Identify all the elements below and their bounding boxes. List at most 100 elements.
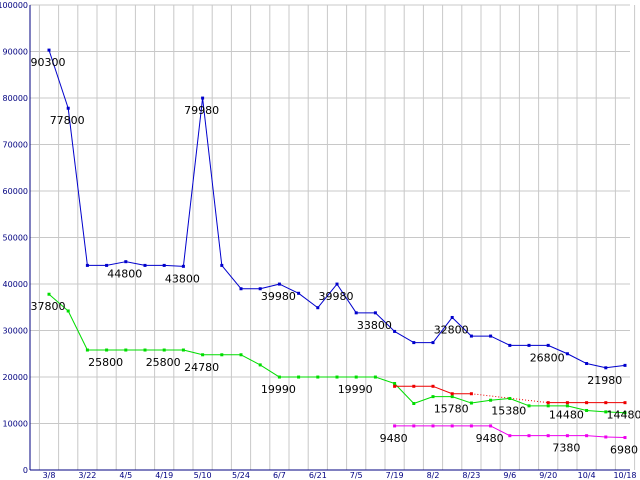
series-1-point xyxy=(450,315,454,319)
x-tick-label: 5/10 xyxy=(194,471,212,480)
x-tick-label: 7/19 xyxy=(386,471,404,480)
series-1-point xyxy=(316,306,320,310)
series-1-segment xyxy=(548,344,568,355)
series-2-point xyxy=(297,375,301,379)
series-4-point xyxy=(431,424,435,428)
y-tick-labels: 0 10000 20000 30000 40000 50000 60000 70000 8000… xyxy=(0,1,28,475)
data-label: 19990 xyxy=(261,383,296,396)
series-2-segment xyxy=(67,310,88,351)
series-2-point xyxy=(47,292,51,296)
series-3-point xyxy=(469,392,473,396)
series-2-segment xyxy=(452,396,472,404)
series-1-point xyxy=(143,263,147,267)
series-2-point xyxy=(277,375,281,379)
data-labels: 90300 77800 44800 43800 79980 39980 39980 33800… xyxy=(31,56,640,456)
series-1-point xyxy=(604,366,608,370)
series-1-segment xyxy=(182,98,204,267)
series-1-point xyxy=(489,334,493,338)
data-label: 21980 xyxy=(587,374,622,387)
series-1-point xyxy=(469,334,473,338)
y-tick-label: 70000 xyxy=(3,141,28,150)
series-2-point xyxy=(469,401,473,405)
data-label: 14480 xyxy=(549,409,584,422)
series-2-point xyxy=(450,395,454,399)
series-2-point xyxy=(585,408,589,412)
series-3-point xyxy=(431,384,435,388)
series-1-point xyxy=(623,363,627,367)
series-2-point xyxy=(181,348,185,352)
data-label: 33800 xyxy=(357,319,392,332)
series-1-segment xyxy=(432,317,453,343)
series-1-segment xyxy=(125,261,146,266)
series-1-point xyxy=(239,287,243,291)
series-2-point xyxy=(220,353,224,357)
series-4-point xyxy=(546,434,550,438)
series-2-point xyxy=(143,348,147,352)
x-tick-label: 6/21 xyxy=(309,471,327,480)
series-2-segment xyxy=(471,399,491,404)
series-2-point xyxy=(604,410,608,414)
grid-lines xyxy=(30,4,636,471)
series-4-point xyxy=(469,424,473,428)
series-2-point xyxy=(508,396,512,400)
data-label: 19990 xyxy=(338,383,373,396)
series-4-point xyxy=(604,435,608,439)
y-tick-label: 10000 xyxy=(3,420,28,429)
data-label: 32800 xyxy=(434,323,469,336)
series-1-segment xyxy=(202,98,223,266)
series-2-point xyxy=(124,348,128,352)
series-1-point xyxy=(393,329,397,333)
data-label: 15380 xyxy=(491,404,526,417)
y-tick-label: 60000 xyxy=(3,187,28,196)
series-2-point xyxy=(239,353,243,357)
series-1-point xyxy=(258,287,262,291)
data-label: 37800 xyxy=(31,300,66,313)
data-label: 7380 xyxy=(552,442,580,455)
series-1-point xyxy=(181,264,185,268)
series-2-segment xyxy=(394,383,415,404)
series-1-point xyxy=(277,282,281,286)
series-3-point xyxy=(604,401,608,405)
series-2-segment xyxy=(183,349,203,356)
series-1-segment xyxy=(375,312,395,332)
data-label: 6980 xyxy=(610,444,638,457)
series-4-segment xyxy=(605,436,626,439)
series-2-point xyxy=(66,309,70,313)
data-label: 25800 xyxy=(88,356,123,369)
series-2-point xyxy=(201,353,205,357)
series-4-point xyxy=(565,434,569,438)
y-tick-label: 30000 xyxy=(3,327,28,336)
series-2-segment xyxy=(240,354,261,366)
series-1-point xyxy=(585,362,589,366)
data-label: 43800 xyxy=(165,272,200,285)
series-1-segment xyxy=(48,49,69,109)
series-1-segment xyxy=(298,292,319,309)
series-1-point xyxy=(412,341,416,345)
data-label: 15780 xyxy=(434,403,469,416)
x-tick-label: 8/23 xyxy=(462,471,480,480)
series-1-segment xyxy=(67,108,88,266)
series-2-segment xyxy=(509,398,530,407)
series-1-segment xyxy=(605,364,626,369)
series-2-point xyxy=(316,375,320,379)
series-1-point xyxy=(431,341,435,345)
x-tick-label: 8/2 xyxy=(427,471,440,480)
y-tick-label: 50000 xyxy=(3,234,28,243)
series-3-segment xyxy=(432,385,453,395)
series-2-point xyxy=(105,348,109,352)
data-label: 24780 xyxy=(184,361,219,374)
series-1-point xyxy=(105,263,109,267)
series-2-point xyxy=(335,375,339,379)
series-2-point xyxy=(489,398,493,402)
x-tick-label: 10/4 xyxy=(578,471,596,480)
data-label: 9480 xyxy=(380,432,408,445)
series-1-segment xyxy=(394,330,415,344)
series-2-point xyxy=(258,363,262,367)
series-2-point xyxy=(565,404,569,408)
y-tick-label: 80000 xyxy=(3,94,28,103)
series-1-point xyxy=(124,260,128,264)
series-4-point xyxy=(527,434,531,438)
series-2-segment xyxy=(48,293,69,312)
x-tick-labels: 3/8 3/22 4/5 4/19 5/10 5/24 6/7 6/21 7/5 7/19 8/2 8… xyxy=(43,471,637,480)
